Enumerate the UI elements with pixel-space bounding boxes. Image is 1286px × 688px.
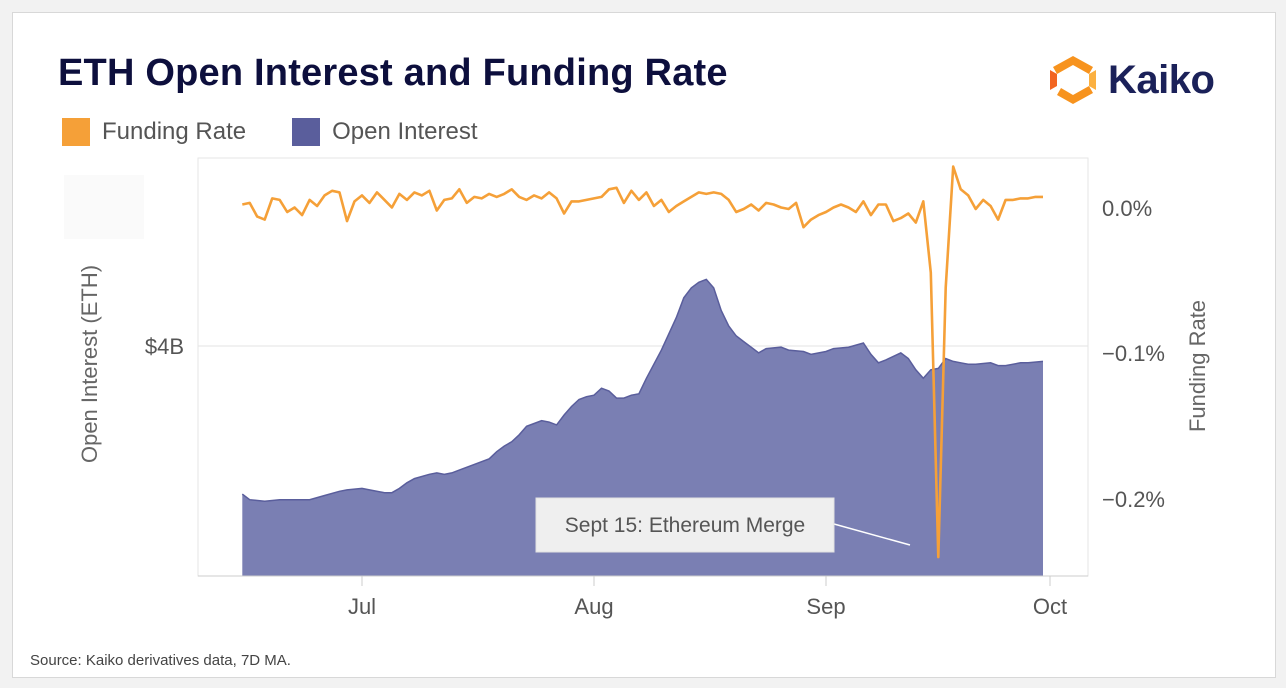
x-tick-label: Oct [1033,594,1067,619]
x-tick-label: Aug [574,594,613,619]
y-right-tick-label: −0.1% [1102,341,1165,366]
annotation-box [535,497,835,553]
y-right-axis-title: Funding Rate [1185,300,1210,432]
left-axis-blur [64,175,144,239]
legend: Funding Rate Open Interest [62,118,524,146]
open-interest-swatch [292,118,321,146]
open-interest-area [242,279,1044,576]
logo-text: Kaiko [1108,57,1215,102]
chart-title: ETH Open Interest and Funding Rate [58,52,728,94]
open-interest-line [241,278,1044,502]
y-left-tick-label: $4B [145,334,184,359]
y-left-axis-title: Open Interest (ETH) [77,265,102,463]
legend-item-funding-rate[interactable]: Funding Rate [62,118,246,146]
legend-label-open-interest: Open Interest [332,118,478,145]
x-tick-label: Sep [806,594,845,619]
annotation-connector [833,523,911,546]
y-right-tick-label: −0.2% [1102,487,1165,512]
funding-rate-line [242,165,1043,559]
legend-item-open-interest[interactable]: Open Interest [292,118,478,146]
annotation-label: Sept 15: Ethereum Merge [565,514,805,537]
x-tick-label: Jul [348,594,376,619]
funding-rate-swatch [62,118,90,146]
kaiko-logo-icon [1050,56,1096,104]
y-right-tick-label: 0.0% [1102,196,1152,221]
kaiko-logo: Kaiko [1046,50,1215,110]
legend-label-funding-rate: Funding Rate [102,118,247,145]
source-note: Source: Kaiko derivatives data, 7D MA. [30,652,291,669]
